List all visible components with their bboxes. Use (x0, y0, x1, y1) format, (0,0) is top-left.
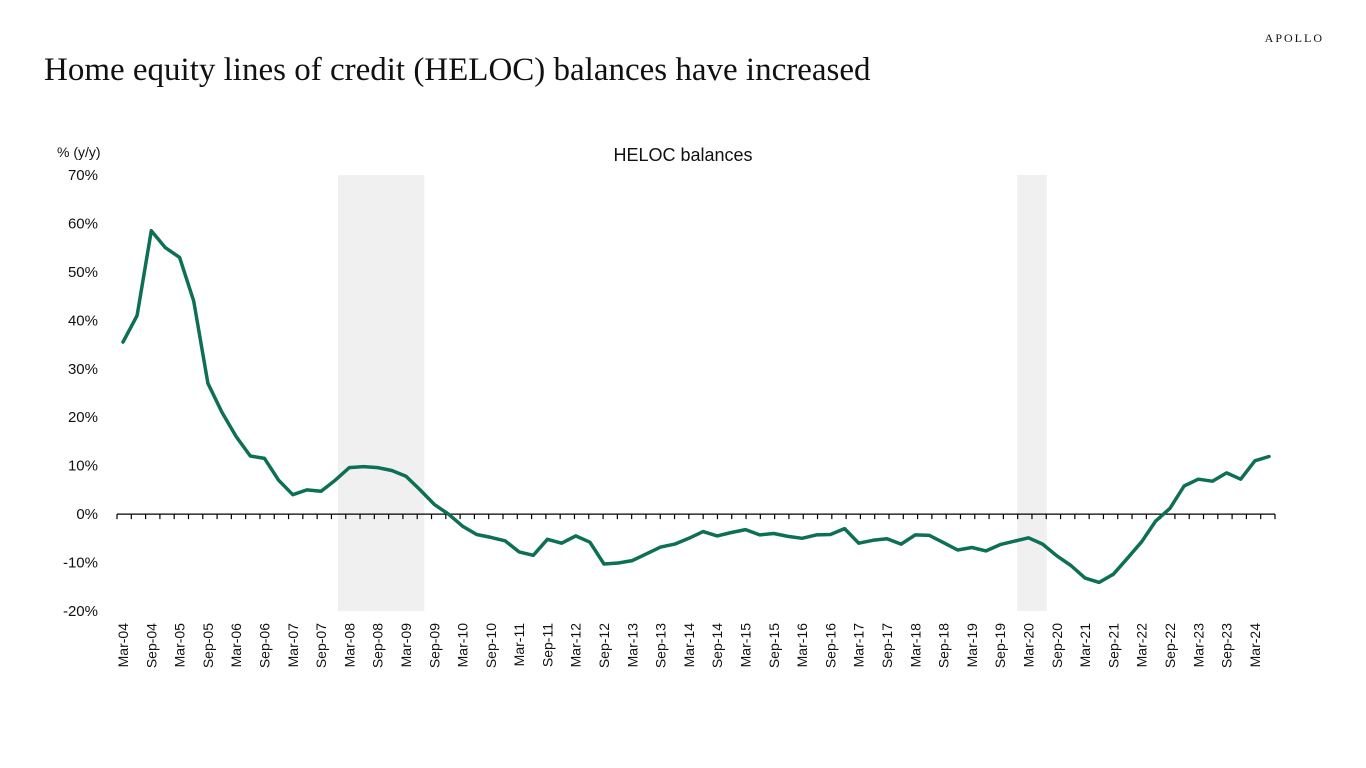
x-tick-label: Mar-17 (851, 623, 867, 668)
x-tick-label: Sep-06 (256, 623, 272, 668)
x-tick-label: Sep-14 (709, 623, 725, 668)
x-tick-label: Sep-07 (313, 623, 329, 668)
x-tick-label: Mar-09 (398, 623, 414, 668)
series-group (121, 228, 1271, 585)
y-tick-label: 60% (68, 215, 98, 232)
x-tick-label: Mar-21 (1077, 623, 1093, 668)
x-tick-label: Mar-10 (455, 623, 471, 668)
x-tick-label: Sep-05 (200, 623, 216, 668)
x-tick-label: Mar-22 (1134, 623, 1150, 668)
x-tick-label: Sep-17 (879, 623, 895, 668)
y-tick-label: 30% (68, 361, 98, 378)
y-axis-ticks: 70% 60% 50% 40% 30% 20% 10% 0% -10% -20% (63, 167, 98, 620)
x-tick-label: Sep-04 (143, 623, 159, 668)
y-tick-label: 0% (76, 506, 98, 523)
x-tick-label: Mar-11 (511, 623, 527, 667)
x-tick-label: Mar-12 (568, 623, 584, 668)
x-axis (116, 513, 1276, 520)
x-tick-label: Sep-09 (426, 623, 442, 668)
y-axis-label: % (y/y) (57, 144, 101, 160)
x-tick-label: Mar-06 (228, 623, 244, 668)
x-tick-label: Mar-20 (1020, 623, 1036, 668)
x-tick-label: Sep-11 (539, 623, 555, 667)
x-tick-label: Mar-13 (624, 623, 640, 668)
x-tick-label: Sep-13 (653, 623, 669, 668)
recession-band (338, 175, 425, 611)
y-tick-label: 40% (68, 312, 98, 329)
y-tick-label: -20% (63, 603, 98, 620)
x-tick-label: Mar-15 (738, 623, 754, 668)
heloc-series-line (121, 228, 1271, 585)
x-tick-label: Sep-19 (992, 623, 1008, 668)
y-tick-label: 50% (68, 264, 98, 281)
brand-logo: APOLLO (1264, 31, 1324, 45)
x-tick-label: Sep-08 (370, 623, 386, 668)
y-tick-label: 70% (68, 167, 98, 184)
y-tick-label: 20% (68, 409, 98, 426)
x-tick-label: Sep-22 (1162, 623, 1178, 668)
x-tick-label: Sep-16 (822, 623, 838, 668)
x-tick-label: Sep-21 (1105, 623, 1121, 668)
chart-title: HELOC balances (613, 145, 752, 165)
x-tick-label: Mar-23 (1190, 623, 1206, 668)
x-tick-label: Sep-23 (1219, 623, 1235, 668)
x-tick-label: Mar-04 (115, 623, 131, 668)
x-tick-label: Mar-07 (285, 623, 301, 668)
x-tick-label: Sep-10 (483, 623, 499, 668)
x-tick-label: Mar-16 (794, 623, 810, 668)
x-axis-tick-labels: Mar-04 Sep-04 Mar-05 Sep-05 Mar-06 Sep-06 Mar-… (115, 623, 1263, 668)
x-tick-label: Mar-18 (907, 623, 923, 668)
x-tick-label: Sep-12 (596, 623, 612, 668)
x-tick-label: Sep-18 (936, 623, 952, 668)
x-tick-label: Mar-05 (172, 623, 188, 668)
x-tick-label: Mar-08 (341, 623, 357, 668)
y-tick-label: -10% (63, 555, 98, 572)
x-tick-label: Sep-20 (1049, 623, 1065, 668)
x-tick-label: Mar-24 (1247, 623, 1263, 668)
page-title: Home equity lines of credit (HELOC) bala… (44, 52, 871, 88)
x-tick-label: Mar-14 (681, 623, 697, 668)
y-tick-label: 10% (68, 458, 98, 475)
recession-bands (338, 175, 1047, 611)
x-tick-label: Sep-15 (766, 623, 782, 668)
x-tick-label: Mar-19 (964, 623, 980, 668)
